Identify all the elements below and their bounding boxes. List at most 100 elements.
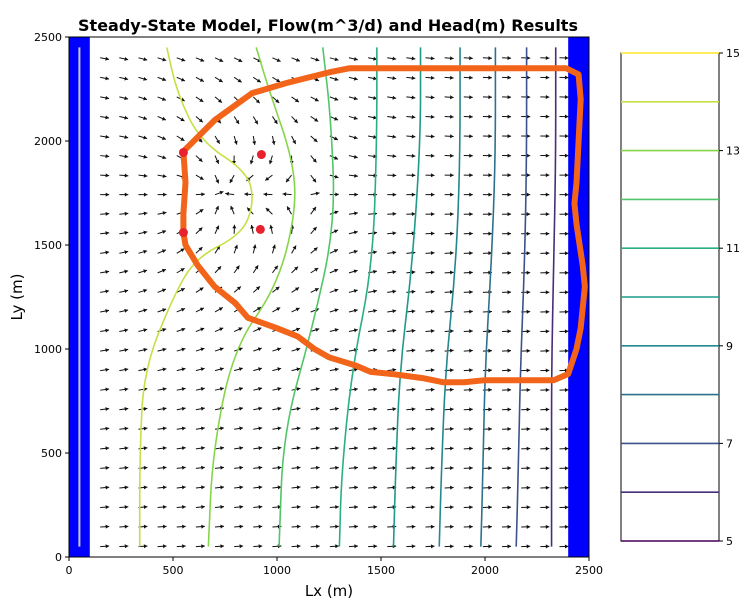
flow-arrow — [444, 75, 454, 80]
flow-arrow — [502, 446, 512, 451]
flow-arrow — [540, 329, 550, 334]
colorbar-tick-label: 11 — [726, 242, 740, 255]
flow-arrow — [138, 173, 148, 178]
flow-arrow — [387, 231, 397, 236]
flow-arrow — [195, 287, 204, 293]
flow-arrow — [368, 135, 378, 139]
flow-arrow — [406, 115, 416, 120]
flow-arrow — [482, 153, 492, 158]
colorbar-tick-label: 7 — [726, 437, 733, 450]
flow-arrow — [329, 387, 339, 392]
flow-arrow — [253, 544, 263, 549]
flow-arrow — [233, 116, 240, 125]
flow-arrow — [233, 327, 243, 332]
flow-arrow — [253, 406, 263, 411]
flow-arrow — [387, 154, 397, 159]
flow-arrow — [119, 115, 129, 120]
flow-arrow — [368, 328, 378, 333]
flow-arrow — [521, 446, 531, 451]
flow-arrow — [214, 96, 223, 104]
flow-arrow — [521, 114, 531, 119]
flow-arrow — [521, 427, 531, 432]
flow-arrow — [406, 56, 416, 61]
flow-arrow — [252, 265, 259, 274]
flow-arrow — [157, 367, 167, 372]
flow-arrow — [176, 465, 186, 470]
flow-arrow — [157, 288, 167, 293]
flow-arrow — [387, 115, 397, 120]
flow-arrow — [368, 76, 378, 81]
flow-arrow — [348, 115, 358, 120]
flow-arrow — [368, 446, 378, 451]
flow-arrow — [502, 505, 512, 510]
flow-arrow — [253, 504, 263, 509]
flow-arrow — [559, 290, 569, 295]
flow-arrow — [482, 231, 492, 236]
flow-arrow — [502, 309, 512, 314]
flow-arrow — [329, 192, 339, 197]
flow-arrow — [425, 231, 435, 236]
flow-arrow — [444, 251, 454, 256]
flow-arrow — [329, 347, 339, 352]
flow-arrow — [291, 544, 301, 549]
flow-arrow — [119, 76, 129, 81]
flow-arrow — [195, 208, 204, 215]
flow-arrow — [482, 192, 492, 197]
flow-arrow — [463, 134, 473, 139]
flow-arrow — [521, 270, 531, 275]
flow-arrow — [348, 154, 358, 159]
flow-arrow — [252, 116, 259, 125]
flow-arrow — [387, 250, 397, 255]
flow-arrow — [368, 348, 378, 353]
flow-arrow — [444, 505, 454, 510]
flow-arrow — [310, 96, 319, 102]
flow-arrow — [425, 270, 435, 275]
flow-arrow — [406, 289, 416, 294]
flow-arrow — [119, 465, 129, 470]
flow-arrow — [502, 524, 512, 529]
flow-arrow — [406, 505, 416, 510]
flow-arrow — [540, 75, 550, 80]
flow-arrow — [425, 407, 435, 412]
flow-arrow — [368, 505, 378, 510]
flow-arrow — [100, 250, 110, 255]
flow-arrow — [310, 206, 317, 215]
flow-arrow — [291, 426, 301, 431]
flow-arrow — [214, 504, 225, 509]
flow-arrow — [138, 288, 148, 293]
flow-arrow — [263, 192, 273, 197]
flow-arrow — [176, 327, 186, 332]
y-tick-label: 1500 — [34, 239, 62, 252]
y-tick-label: 2000 — [34, 135, 62, 148]
flow-arrow — [559, 466, 569, 471]
boundary-right — [568, 37, 589, 557]
flow-arrow — [482, 446, 492, 451]
x-tick-label: 1500 — [367, 564, 395, 577]
flow-arrow — [387, 134, 397, 139]
flow-arrow — [195, 96, 204, 103]
flow-arrow — [195, 307, 205, 313]
flow-arrow — [195, 327, 205, 332]
flow-arrow — [368, 289, 378, 294]
flow-arrow — [348, 211, 358, 216]
flow-arrow — [176, 544, 186, 549]
flow-arrow — [291, 367, 301, 372]
flow-arrow — [100, 465, 110, 470]
flow-arrow — [540, 134, 550, 139]
flow-arrow — [250, 224, 255, 234]
flow-arrow — [291, 505, 301, 510]
flow-arrow — [559, 446, 569, 451]
flow-arrow — [157, 308, 167, 313]
flow-arrow — [157, 115, 167, 121]
flow-arrow — [272, 307, 281, 313]
flow-arrow — [310, 544, 320, 549]
flow-arrow — [406, 348, 416, 353]
flow-arrow — [521, 407, 531, 412]
flow-arrow — [463, 114, 473, 119]
flow-arrow — [559, 251, 569, 256]
flow-arrow — [252, 135, 257, 145]
flow-arrow — [348, 249, 358, 254]
flow-arrow — [176, 76, 186, 82]
flow-arrow — [425, 212, 435, 217]
flow-arrow — [348, 328, 358, 333]
